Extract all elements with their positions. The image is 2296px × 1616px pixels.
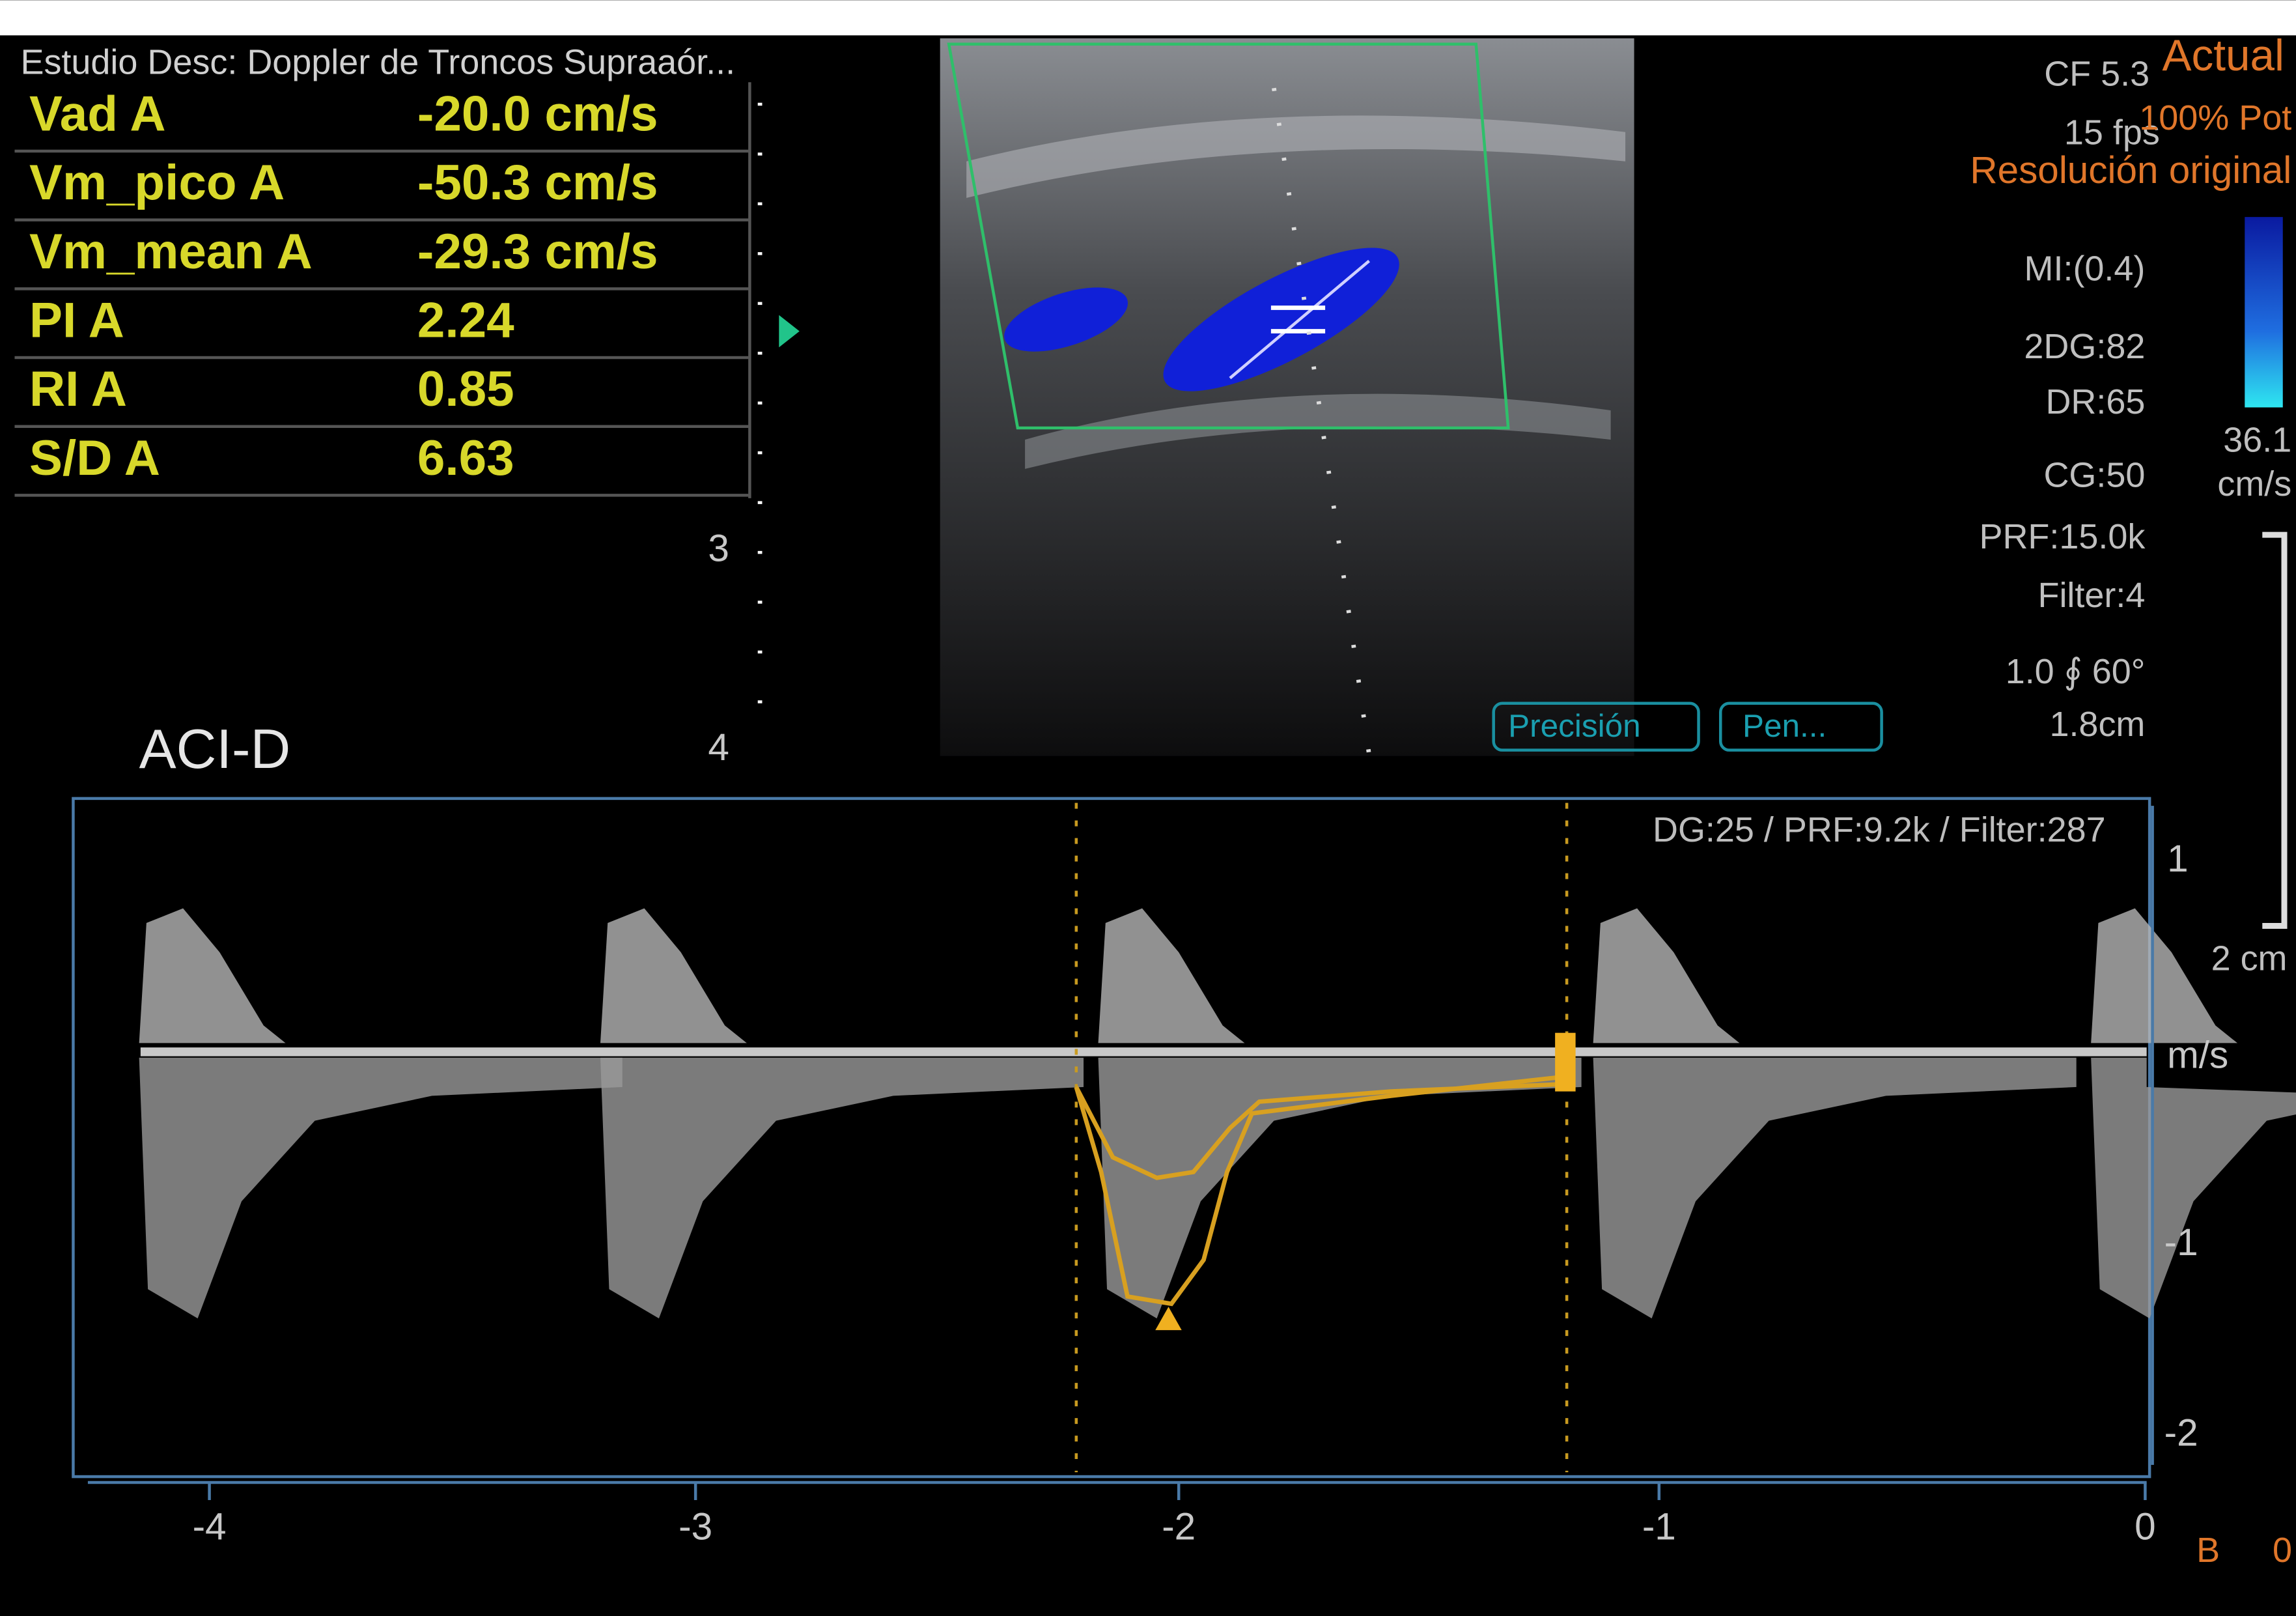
param: 1.8cm bbox=[2049, 705, 2145, 744]
distance-label: 2 cm bbox=[2211, 939, 2288, 978]
label: Actual bbox=[2163, 31, 2284, 80]
vessel-label: ACI-D bbox=[139, 718, 291, 780]
color-bar bbox=[2245, 217, 2282, 407]
measurement-value: 2.24 bbox=[417, 292, 514, 348]
depth-label: 4 bbox=[708, 726, 729, 769]
end-marker bbox=[1555, 1033, 1575, 1092]
time-tick: -1 bbox=[1642, 1505, 1676, 1548]
param: PRF:15.0k bbox=[1979, 517, 2146, 556]
study-description: Estudio Desc: Doppler de Troncos Supraaó… bbox=[20, 43, 735, 82]
measurement-name: Vad A bbox=[29, 86, 166, 141]
param: DR:65 bbox=[2045, 382, 2145, 421]
param: 1.0 ∮ 60° bbox=[2006, 652, 2146, 691]
param: CG:50 bbox=[2043, 456, 2145, 495]
measurement-value: 6.63 bbox=[417, 431, 514, 486]
time-tick: 0 bbox=[2135, 1505, 2156, 1548]
time-tick: -2 bbox=[1162, 1505, 1196, 1548]
param: 2DG:82 bbox=[2024, 327, 2145, 366]
color-scale-value: 36.1 bbox=[2223, 421, 2291, 460]
param: Resolución original bbox=[1970, 149, 2291, 191]
velocity-tick: 1 bbox=[2167, 838, 2189, 880]
measurement-value: -20.0 cm/s bbox=[417, 86, 658, 141]
ultrasound-screen: 3 4 Estudio Desc: Doppler de Troncos Sup… bbox=[0, 0, 2296, 1616]
label: 0 bbox=[2273, 1531, 2292, 1570]
measurement-name: PI A bbox=[29, 292, 124, 348]
velocity-tick: -2 bbox=[2164, 1412, 2198, 1454]
label: B bbox=[2196, 1531, 2220, 1570]
button-label[interactable]: Precisión bbox=[1508, 708, 1640, 744]
velocity-tick: -1 bbox=[2164, 1221, 2198, 1264]
measurement-name: Vm_pico A bbox=[29, 155, 285, 210]
measurement-name: Vm_mean A bbox=[29, 224, 313, 279]
color-scale-unit: cm/s bbox=[2217, 464, 2291, 503]
measurement-value: -29.3 cm/s bbox=[417, 224, 658, 279]
time-tick: -4 bbox=[193, 1505, 227, 1548]
param: MI:(0.4) bbox=[2024, 249, 2146, 289]
param: 100% Pot bbox=[2139, 98, 2291, 137]
param: CF 5.3 bbox=[2044, 55, 2149, 94]
measurement-value: 0.85 bbox=[417, 361, 514, 417]
depth-label: 3 bbox=[708, 527, 729, 569]
measurement-name: RI A bbox=[29, 361, 127, 417]
spectral-settings: DG:25 / PRF:9.2k / Filter:287 bbox=[1653, 810, 2106, 849]
top-border bbox=[0, 0, 2296, 35]
button-label[interactable]: Pen... bbox=[1743, 708, 1827, 744]
velocity-unit: m/s bbox=[2167, 1034, 2228, 1076]
measurement-value: -50.3 cm/s bbox=[417, 155, 658, 210]
time-tick: -3 bbox=[679, 1505, 712, 1548]
param: Filter:4 bbox=[2037, 576, 2145, 615]
measurement-name: S/D A bbox=[29, 431, 160, 486]
